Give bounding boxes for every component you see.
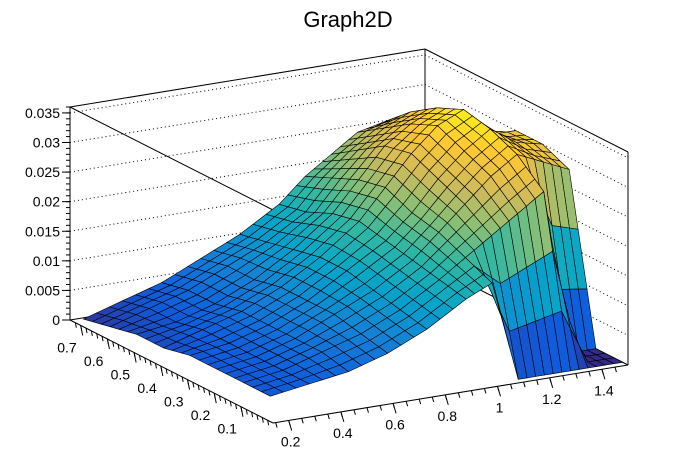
x-axis-minor-tick	[379, 405, 383, 411]
y-axis-minor-tick	[117, 344, 120, 350]
x-axis-minor-tick	[497, 386, 500, 392]
y-axis-minor-tick	[128, 349, 131, 355]
axes: 0 0.005 0.01 0.015 0.02 0.025 0.03 0.035 0.2 0.4 0…	[25, 105, 629, 449]
x-axis-minor-tick	[483, 388, 487, 394]
y-tick-label: 0.5	[111, 367, 131, 383]
z-tick-label: 0.02	[33, 194, 60, 210]
y-axis-minor-tick	[192, 382, 195, 388]
surface-cell	[261, 387, 284, 397]
x-axis-minor-tick	[353, 409, 356, 415]
chart-title: Graph2D	[303, 7, 392, 32]
x-axis-minor-tick	[575, 373, 578, 379]
y-axis-minor-tick	[106, 338, 109, 345]
x-axis-minor-tick	[601, 369, 604, 375]
y-axis-minor-tick	[261, 417, 264, 423]
y-axis-minor-tick	[187, 379, 190, 385]
box-edge	[424, 48, 629, 153]
x-axis-minor-tick	[301, 418, 304, 424]
y-axis-minor-tick	[171, 371, 173, 377]
y-axis-minor-tick	[224, 398, 227, 404]
y-axis-minor-tick	[240, 406, 243, 412]
y-tick-label: 0.1	[217, 421, 237, 437]
y-axis-minor-tick	[90, 330, 93, 336]
y-axis-minor-tick	[101, 336, 104, 342]
x-axis-minor-tick	[431, 396, 435, 403]
y-tick-label: 0.6	[84, 353, 104, 369]
x-axis-minor-tick	[444, 394, 448, 400]
x-axis-minor-tick	[549, 377, 552, 383]
z-tick-label: 0	[52, 312, 60, 328]
y-axis-minor-tick	[85, 328, 88, 334]
x-axis-minor-tick	[405, 401, 409, 407]
z-tick-label: 0.01	[33, 253, 60, 269]
y-axis-minor-tick	[256, 414, 259, 420]
x-tick-label: 0.6	[385, 416, 405, 432]
x-tick-label: 0.2	[281, 433, 301, 449]
y-axis-minor-tick	[149, 360, 152, 366]
z-gridline	[69, 54, 426, 114]
y-tick-label: 0.4	[137, 380, 157, 396]
x-axis-minor-tick	[418, 398, 422, 405]
y-axis-minor-tick	[245, 409, 248, 415]
y-axis-minor-tick	[154, 363, 157, 369]
x-axis-minor-tick	[366, 407, 369, 413]
x-tick-label: 0.8	[438, 408, 458, 424]
y-axis-minor-tick	[138, 355, 141, 361]
box-edge	[69, 106, 274, 211]
x-axis-minor-tick	[470, 390, 474, 396]
x-tick-label: 1	[496, 399, 504, 415]
y-axis-minor-tick	[112, 341, 115, 347]
x-axis-minor-tick	[588, 371, 591, 377]
y-axis-minor-tick	[80, 325, 83, 331]
y-axis-minor-tick	[251, 412, 254, 418]
x-axis-line	[272, 364, 629, 424]
x-axis-minor-tick	[314, 416, 317, 422]
z-tick-label: 0.025	[25, 164, 60, 180]
x-tick-label: 0.4	[333, 425, 353, 441]
y-axis-minor-tick	[213, 393, 216, 399]
x-axis-minor-tick	[327, 413, 330, 420]
x-tick-label: 1.2	[542, 391, 562, 407]
y-axis-minor-tick	[176, 374, 179, 380]
z-tick-label: 0.015	[25, 223, 60, 239]
y-tick-label: 0.7	[57, 339, 77, 355]
y-axis-minor-tick	[122, 347, 125, 353]
y-axis-minor-tick	[144, 357, 147, 364]
x-axis-minor-tick	[457, 392, 461, 398]
surface	[83, 107, 624, 397]
x-tick-label: 1.4	[594, 382, 614, 398]
y-axis-minor-tick	[229, 401, 232, 407]
x-axis-minor-tick	[340, 411, 343, 418]
x-axis-minor-tick	[510, 384, 513, 390]
x-axis-minor-tick	[288, 420, 291, 426]
y-tick-label: 0.2	[191, 407, 211, 423]
x-axis-minor-tick	[392, 403, 396, 409]
y-axis-minor-tick	[203, 387, 206, 393]
y-axis-minor-tick	[133, 352, 136, 358]
x-axis-minor-tick	[562, 375, 565, 381]
y-axis-minor-tick	[267, 420, 270, 426]
x-axis-minor-tick	[523, 381, 526, 388]
y-axis-minor-tick	[96, 333, 99, 339]
y-axis-minor-tick	[74, 322, 77, 328]
y-axis-minor-tick	[219, 395, 222, 401]
y-axis-minor-tick	[208, 390, 211, 396]
z-tick-label: 0.03	[33, 135, 60, 151]
y-axis-minor-tick	[165, 368, 168, 374]
x-axis-minor-tick	[614, 366, 617, 373]
y-axis-minor-tick	[181, 376, 184, 383]
box-edge	[69, 48, 426, 108]
y-axis-minor-tick	[197, 384, 200, 391]
z-tick-label: 0.005	[25, 282, 60, 298]
z-tick-label: 0.035	[25, 105, 60, 121]
x-axis-minor-tick	[275, 422, 278, 428]
y-axis-minor-tick	[160, 365, 163, 372]
y-tick-label: 0.3	[164, 394, 184, 410]
x-axis-minor-tick	[536, 379, 539, 386]
y-axis-minor-tick	[235, 403, 238, 410]
